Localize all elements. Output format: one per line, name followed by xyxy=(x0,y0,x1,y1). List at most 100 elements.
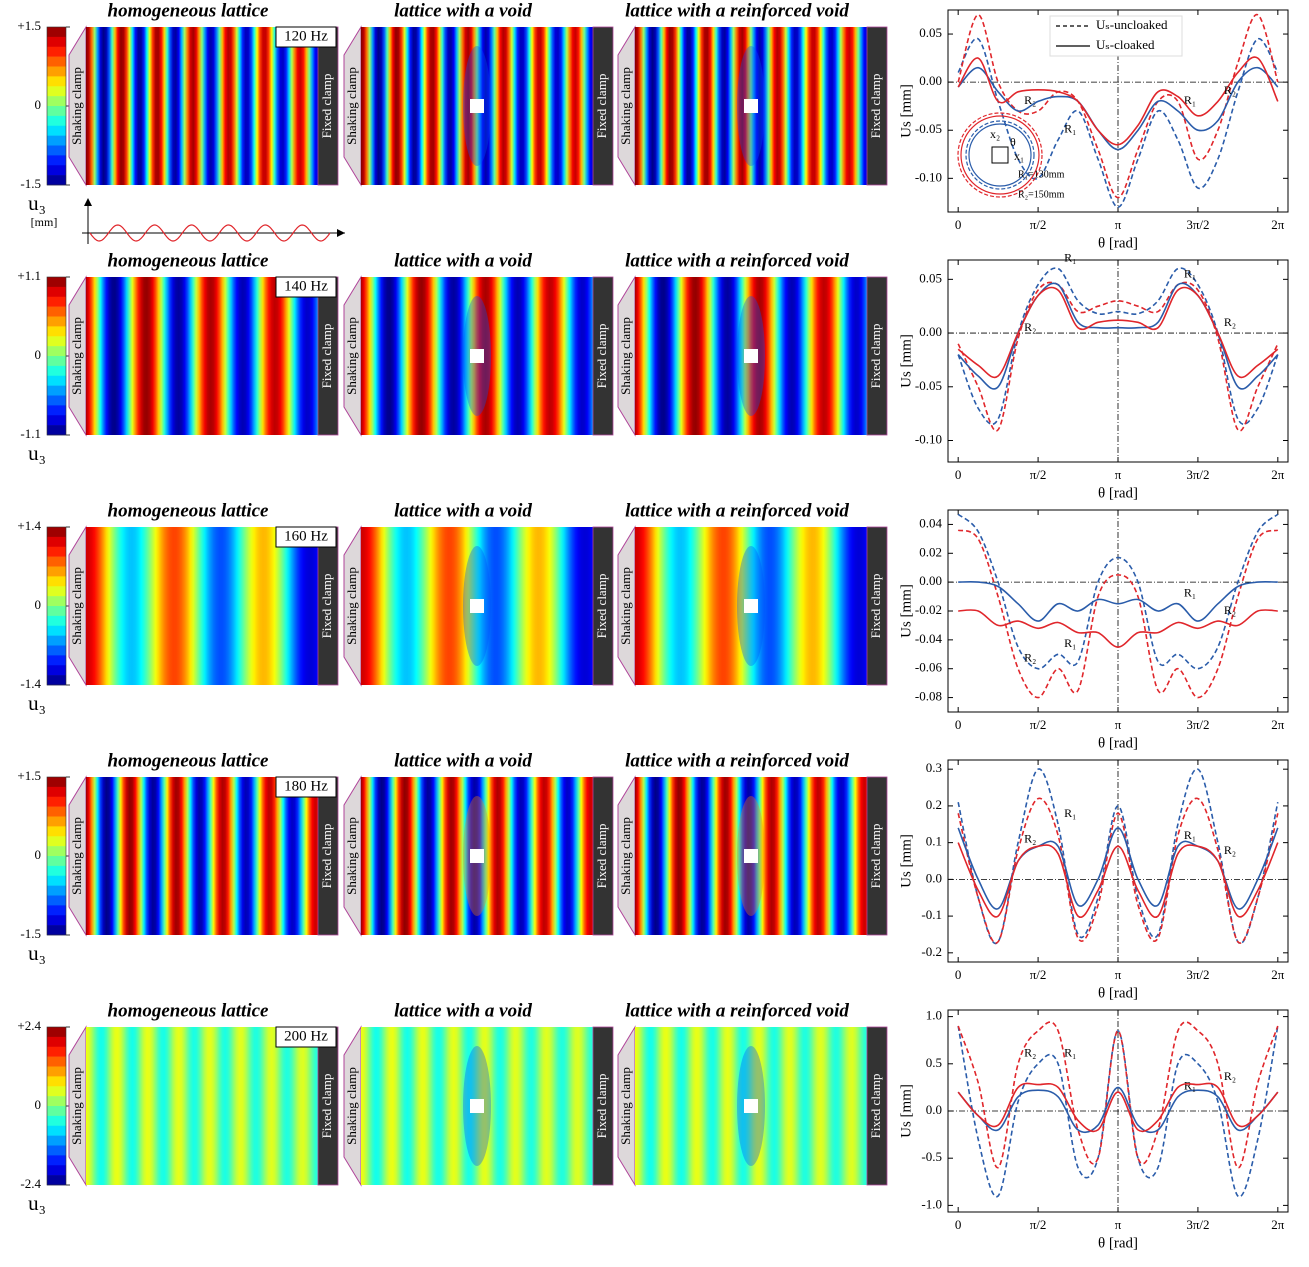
series-label: R₁ xyxy=(1064,122,1076,136)
colorbar-tick-label: -1.5 xyxy=(20,176,41,191)
colorbar-block xyxy=(47,1027,66,1037)
colorbar-block xyxy=(47,116,66,126)
x-tick-label: π/2 xyxy=(1030,217,1047,232)
colorbar-block xyxy=(47,1047,66,1057)
colorbar-block xyxy=(47,415,66,425)
colorbar-label: u₃ xyxy=(28,691,46,715)
colorbar-block xyxy=(47,106,66,116)
y-tick-label: 0.0 xyxy=(926,1102,942,1117)
colorbar-label: u₃ xyxy=(28,941,46,965)
colorbar-tick-label: 0 xyxy=(35,97,42,112)
panel-title: homogeneous lattice xyxy=(108,1000,270,1021)
legend-label: Uₛ-cloaked xyxy=(1096,37,1155,52)
colorbar-block xyxy=(47,1136,66,1146)
series-label: R₂ xyxy=(1024,320,1036,334)
colorbar-unit: [mm] xyxy=(31,215,58,229)
colorbar-block xyxy=(47,76,66,86)
colorbar-block xyxy=(47,925,66,935)
frequency-label: 160 Hz xyxy=(284,528,328,544)
y-tick-label: -0.05 xyxy=(915,378,942,393)
x-axis-label: θ [rad] xyxy=(1098,235,1138,251)
series-label: R₂ xyxy=(1024,832,1036,846)
x-tick-label: π xyxy=(1115,467,1122,482)
field-map xyxy=(86,777,318,935)
y-tick-label: -0.08 xyxy=(915,689,942,704)
series-label: R₁ xyxy=(1064,636,1076,650)
void xyxy=(470,349,484,363)
shaking-clamp-label: Shaking clamp xyxy=(69,317,84,395)
y-tick-label: -0.10 xyxy=(915,431,942,446)
colorbar-block xyxy=(47,915,66,925)
y-tick-label: 0.5 xyxy=(926,1055,942,1070)
colorbar-block xyxy=(47,1086,66,1096)
colorbar-block xyxy=(47,876,66,886)
colorbar-block xyxy=(47,596,66,606)
frequency-label: 200 Hz xyxy=(284,1028,328,1044)
void xyxy=(470,1099,484,1113)
panel-title: lattice with a void xyxy=(394,500,532,521)
void xyxy=(744,849,758,863)
fixed-clamp-label: Fixed clamp xyxy=(319,1074,334,1139)
colorbar-block xyxy=(47,817,66,827)
field-map xyxy=(86,27,318,185)
y-axis-label: Us [mm] xyxy=(898,1084,914,1138)
colorbar-block xyxy=(47,277,66,287)
colorbar-block xyxy=(47,1096,66,1106)
void xyxy=(470,99,484,113)
colorbar-block xyxy=(47,27,66,37)
shaking-clamp-label: Shaking clamp xyxy=(344,1067,359,1145)
colorbar-block xyxy=(47,175,66,185)
colorbar-block xyxy=(47,366,66,376)
colorbar-block xyxy=(47,326,66,336)
colorbar-block xyxy=(47,96,66,106)
series-label: R₂ xyxy=(1024,650,1036,664)
x-tick-label: 3π/2 xyxy=(1186,217,1209,232)
series-label: R₂ xyxy=(1224,1069,1236,1083)
series-label: R₂ xyxy=(1224,315,1236,329)
x-tick-label: π/2 xyxy=(1030,467,1047,482)
colorbar-block xyxy=(47,287,66,297)
colorbar-block xyxy=(47,405,66,415)
shaking-clamp-label: Shaking clamp xyxy=(344,317,359,395)
panel-title: lattice with a void xyxy=(394,1000,532,1021)
colorbar-block xyxy=(47,665,66,675)
x-tick-label: 3π/2 xyxy=(1186,967,1209,982)
colorbar-block xyxy=(47,1116,66,1126)
colorbar-block xyxy=(47,547,66,557)
colorbar-block xyxy=(47,57,66,67)
fixed-clamp-label: Fixed clamp xyxy=(319,74,334,139)
shaking-clamp-label: Shaking clamp xyxy=(344,67,359,145)
colorbar-block xyxy=(47,655,66,665)
y-tick-label: 0.04 xyxy=(919,515,942,530)
colorbar-tick-label: 0 xyxy=(35,1097,42,1112)
colorbar-block xyxy=(47,346,66,356)
y-tick-label: 0.0 xyxy=(926,870,942,885)
series-label: R₁ xyxy=(1184,266,1196,280)
colorbar-block xyxy=(47,626,66,636)
colorbar-tick-label: 0 xyxy=(35,597,42,612)
series-label: R₁ xyxy=(1064,806,1076,820)
colorbar-block xyxy=(47,1175,66,1185)
colorbar-tick-label: -1.4 xyxy=(20,676,41,691)
y-axis-label: Us [mm] xyxy=(898,334,914,388)
colorbar-tick-label: 0 xyxy=(35,347,42,362)
panel-title: lattice with a void xyxy=(394,750,532,771)
colorbar-block xyxy=(47,126,66,136)
frequency-label: 120 Hz xyxy=(284,28,328,44)
colorbar-block xyxy=(47,836,66,846)
inset-label: R₁=130mm xyxy=(1018,169,1065,180)
colorbar-block xyxy=(47,606,66,616)
x-tick-label: π/2 xyxy=(1030,967,1047,982)
colorbar-block xyxy=(47,886,66,896)
colorbar-block xyxy=(47,846,66,856)
colorbar-block xyxy=(47,67,66,77)
colorbar-block xyxy=(47,537,66,547)
y-axis-label: Us [mm] xyxy=(898,834,914,888)
colorbar-block xyxy=(47,787,66,797)
sketch-arrow xyxy=(337,229,345,237)
colorbar-block xyxy=(47,777,66,787)
x-tick-label: 3π/2 xyxy=(1186,717,1209,732)
colorbar-block xyxy=(47,1106,66,1116)
colorbar-block xyxy=(47,527,66,537)
panel-title: lattice with a void xyxy=(394,250,532,271)
